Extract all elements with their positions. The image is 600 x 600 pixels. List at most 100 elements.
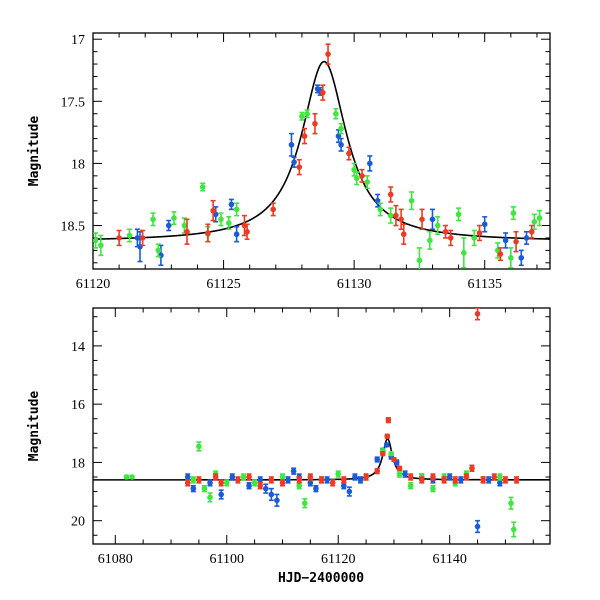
green-data-point bbox=[150, 212, 156, 227]
green-data-point bbox=[408, 191, 415, 211]
green-data-point bbox=[93, 232, 99, 249]
red-data-point bbox=[246, 473, 252, 481]
green-data-point bbox=[126, 228, 133, 243]
red-data-point bbox=[184, 218, 190, 245]
green-data-point bbox=[335, 470, 342, 478]
blue-data-point bbox=[288, 132, 295, 157]
red-data-point bbox=[419, 476, 425, 484]
green-data-point bbox=[207, 492, 213, 503]
x-tick-label: 61140 bbox=[432, 552, 466, 567]
blue-data-point bbox=[474, 519, 481, 534]
y-tick-label: 17 bbox=[71, 33, 85, 48]
bottom-panel-tick-labels: 61080 61100 61120 61140 14 16 18 20 bbox=[71, 340, 467, 567]
red-data-point bbox=[116, 229, 122, 247]
blue-data-point bbox=[497, 479, 503, 487]
blue-data-point bbox=[285, 476, 291, 484]
green-data-point bbox=[299, 111, 305, 121]
blue-data-point bbox=[233, 225, 240, 243]
green-data-point bbox=[510, 521, 517, 538]
blue-data-point bbox=[268, 487, 275, 502]
red-data-point bbox=[210, 199, 216, 222]
top-y-axis-label: Magnitude bbox=[27, 116, 42, 187]
x-tick-label: 61100 bbox=[210, 552, 244, 567]
green-data-point bbox=[427, 230, 433, 250]
green-data-point bbox=[233, 202, 240, 217]
green-data-point bbox=[387, 207, 394, 224]
blue-data-point bbox=[324, 476, 330, 484]
blue-data-point bbox=[228, 198, 235, 211]
red-data-point bbox=[296, 476, 303, 484]
blue-data-point bbox=[291, 156, 297, 168]
y-tick-label: 14 bbox=[71, 340, 85, 355]
blue-data-point bbox=[335, 129, 342, 144]
red-data-point bbox=[325, 43, 331, 65]
red-data-point bbox=[513, 230, 519, 253]
y-tick-label: 18 bbox=[71, 157, 85, 172]
red-data-point bbox=[184, 479, 191, 487]
y-tick-label: 16 bbox=[71, 398, 85, 413]
bottom-panel-model bbox=[93, 437, 550, 481]
red-data-point bbox=[270, 202, 276, 217]
blue-data-point bbox=[307, 479, 314, 487]
blue-data-point bbox=[218, 489, 224, 500]
x-tick-label: 61080 bbox=[98, 552, 133, 567]
green-data-point bbox=[455, 207, 462, 222]
blue-data-point bbox=[523, 230, 530, 245]
red-data-point bbox=[396, 465, 403, 472]
green-data-point bbox=[218, 212, 224, 227]
green-data-point bbox=[510, 206, 517, 221]
red-data-point bbox=[307, 473, 314, 481]
blue-data-point bbox=[374, 193, 381, 208]
x-tick-label: 61120 bbox=[76, 277, 110, 292]
green-data-point bbox=[201, 484, 208, 493]
red-data-point bbox=[374, 468, 381, 475]
red-data-point bbox=[497, 247, 504, 262]
green-data-point bbox=[353, 171, 360, 186]
red-data-point bbox=[296, 158, 303, 176]
red-data-point bbox=[385, 417, 392, 424]
x-tick-label: 61135 bbox=[467, 277, 501, 292]
bottom-panel-points bbox=[123, 308, 520, 538]
green-data-point bbox=[338, 122, 344, 135]
blue-data-point bbox=[274, 493, 280, 507]
blue-data-point bbox=[290, 467, 297, 475]
red-data-point bbox=[387, 186, 394, 203]
y-tick-label: 18.5 bbox=[61, 220, 86, 235]
blue-data-point bbox=[357, 476, 364, 484]
green-data-point bbox=[225, 216, 232, 231]
blue-data-point bbox=[402, 470, 408, 478]
red-data-point bbox=[528, 224, 535, 239]
red-data-point bbox=[430, 473, 436, 481]
red-data-point bbox=[474, 308, 481, 321]
red-data-point bbox=[469, 464, 475, 472]
x-tick-label: 61125 bbox=[206, 277, 240, 292]
red-data-point bbox=[312, 112, 318, 135]
green-data-point bbox=[190, 476, 197, 484]
blue-data-point bbox=[246, 482, 252, 490]
blue-data-point bbox=[429, 208, 436, 231]
blue-data-point bbox=[485, 476, 492, 484]
blue-data-point bbox=[458, 476, 464, 484]
blue-data-point bbox=[313, 484, 319, 493]
red-data-point bbox=[257, 482, 263, 490]
blue-data-point bbox=[207, 479, 213, 487]
red-data-point bbox=[480, 476, 486, 484]
bottom-panel: 61080 61100 61120 61140 14 16 18 20 Magnitude H… bbox=[27, 307, 551, 586]
blue-data-point bbox=[340, 482, 347, 490]
red-data-point bbox=[452, 476, 459, 484]
green-data-point bbox=[301, 498, 308, 509]
red-data-point bbox=[380, 450, 386, 457]
top-panel-tick-labels: 61120 61125 61130 61135 17 17.5 18 18.5 bbox=[61, 33, 502, 292]
green-data-point bbox=[155, 243, 162, 258]
blue-data-point bbox=[481, 216, 488, 233]
blue-data-point bbox=[518, 249, 525, 267]
green-data-point bbox=[129, 474, 135, 480]
green-data-point bbox=[471, 229, 478, 247]
red-data-point bbox=[268, 476, 275, 484]
red-data-point bbox=[205, 223, 211, 243]
green-data-point bbox=[304, 109, 310, 119]
y-tick-label: 18 bbox=[71, 456, 85, 471]
blue-data-point bbox=[502, 232, 509, 249]
green-data-point bbox=[407, 482, 414, 490]
